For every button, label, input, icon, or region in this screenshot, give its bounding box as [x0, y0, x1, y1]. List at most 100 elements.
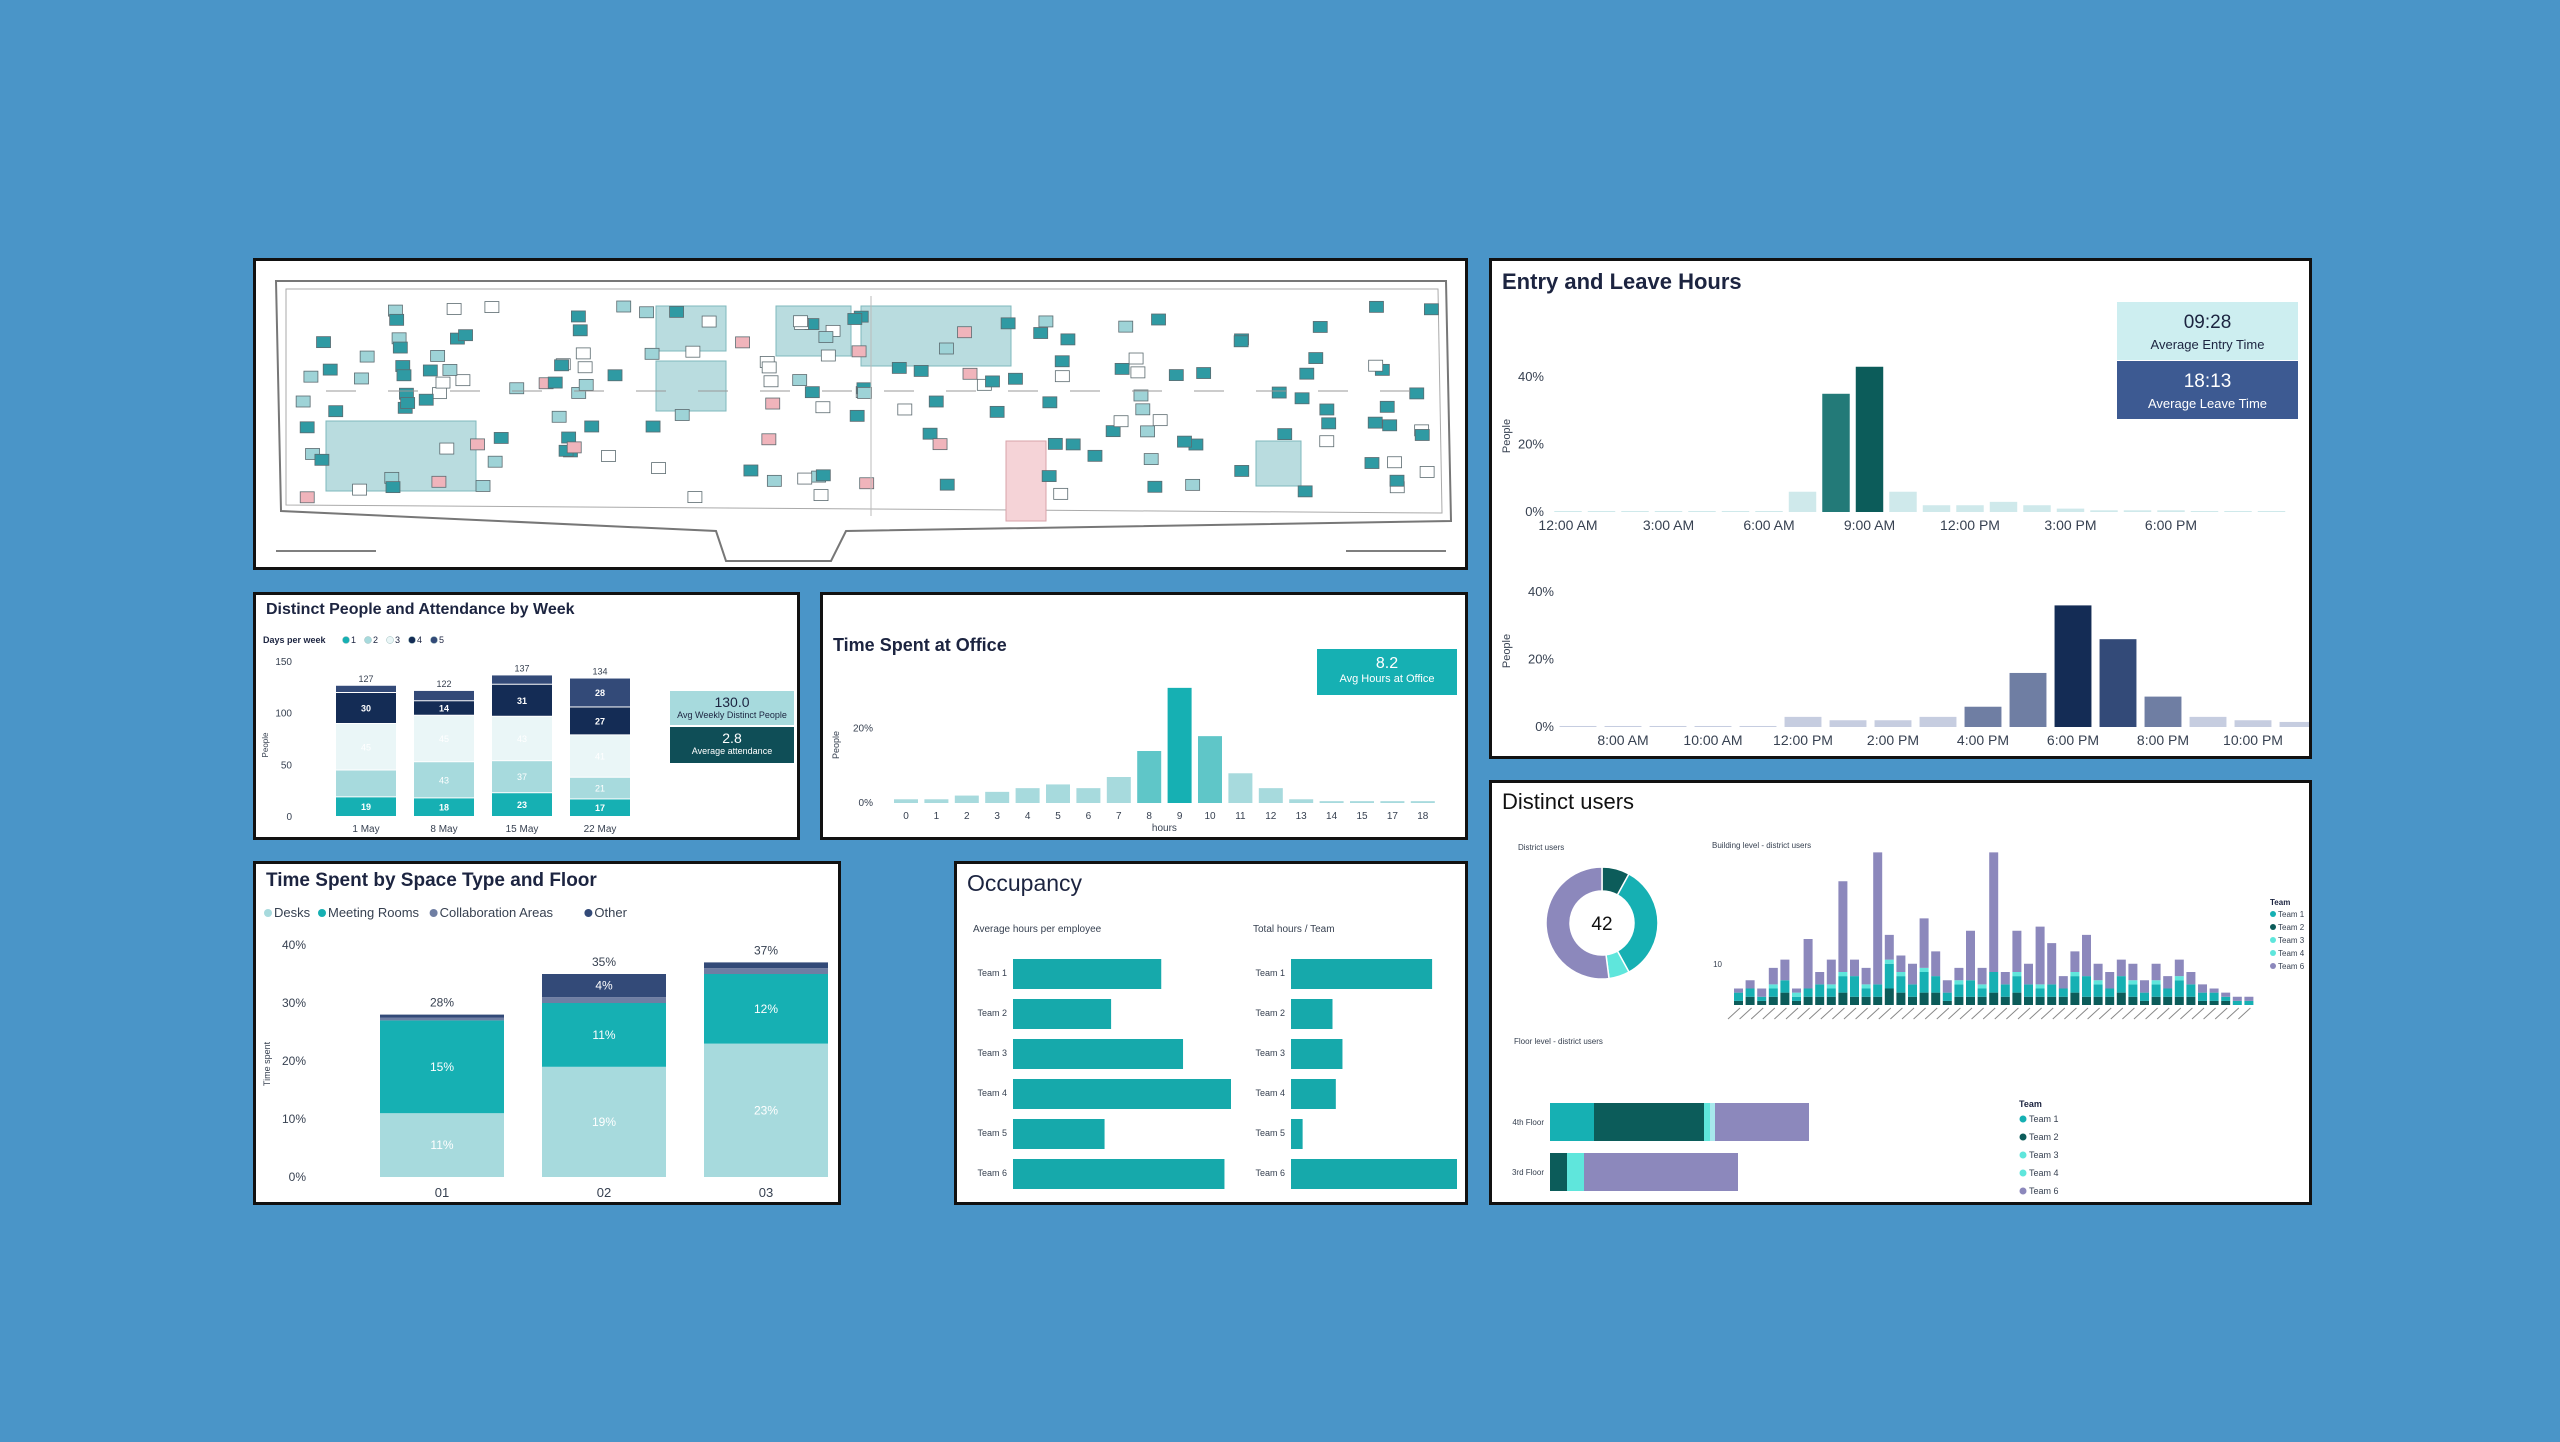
x-tick-label: 2 [964, 811, 970, 822]
floor-plan-map[interactable] [256, 261, 1465, 567]
data-label: 43 [517, 734, 527, 744]
desk [1321, 417, 1337, 430]
bar-segment [1815, 996, 1825, 1005]
x-tick-mark [2122, 1007, 2135, 1020]
x-tick-label: 18 [1417, 811, 1429, 822]
histogram-bar [2189, 716, 2227, 727]
kpi-label: Average Entry Time [2150, 337, 2265, 352]
x-tick-mark [1797, 1007, 1810, 1020]
bar-segment [704, 962, 828, 969]
histogram-bar [894, 799, 918, 803]
x-tick-label: 02 [597, 1185, 611, 1200]
bar-segment [380, 1113, 504, 1177]
x-tick-label: 0 [903, 811, 909, 822]
bar-segment [1884, 988, 1894, 1005]
panel-title: Time Spent by Space Type and Floor [266, 870, 597, 891]
x-tick-mark [2040, 1007, 2054, 1020]
desk [396, 369, 412, 382]
bar-segment [1977, 967, 1987, 985]
bar-segment [2058, 976, 2068, 989]
histogram-bar [1621, 510, 1649, 512]
desk [295, 395, 311, 408]
desk [1118, 320, 1134, 333]
desk [1271, 386, 1287, 399]
x-tick-label: 12:00 PM [1773, 732, 1833, 748]
desk [891, 362, 907, 374]
bar-segment [2000, 972, 2010, 985]
desk [561, 431, 577, 444]
bar-segment [2174, 996, 2184, 1005]
occupancy-bar [1013, 1119, 1105, 1149]
floor-plan-panel [253, 258, 1468, 570]
bar-segment [2232, 996, 2242, 1001]
x-tick-mark [2191, 1007, 2205, 1020]
histogram-bar [1919, 716, 1957, 727]
data-label: 17 [595, 803, 605, 813]
legend-dot [2019, 1187, 2027, 1195]
bar-segment [2035, 996, 2045, 1005]
bar-segment [542, 997, 666, 1003]
bar-segment [2209, 1000, 2219, 1005]
inner-wall [285, 288, 1443, 514]
entry-leave-panel: Entry and Leave Hours 0% 20% 40% People 12:0… [1489, 258, 2312, 759]
bar-segment [2163, 996, 2173, 1005]
bar-segment [1896, 972, 1906, 977]
desk [763, 375, 779, 388]
occupancy-bar [1291, 959, 1433, 989]
y-tick-label: Team 6 [977, 1168, 1007, 1178]
bar-segment [1861, 984, 1871, 989]
legend-label: Team 6 [2278, 962, 2305, 971]
bar-segment [2000, 984, 2010, 997]
x-tick-label: 03 [759, 1185, 773, 1200]
desk [674, 409, 690, 421]
legend-label: Team 4 [2278, 949, 2305, 958]
y-tick-label: Team 4 [1255, 1088, 1285, 1098]
histogram-bar [1228, 773, 1253, 803]
histogram-bar [2157, 510, 2185, 512]
x-tick-mark [1774, 1007, 1787, 1020]
bar-segment [1954, 996, 1964, 1005]
total-label: 28% [430, 996, 454, 1010]
histogram-bar [954, 795, 979, 803]
bar-segment [414, 762, 474, 798]
bar-segment [336, 770, 396, 797]
meeting-room [325, 420, 477, 492]
desk [446, 303, 462, 315]
bar-segment [2082, 934, 2091, 977]
desk [922, 427, 938, 440]
bar-segment [1745, 980, 1755, 989]
legend-label: 2 [373, 635, 378, 645]
y-tick-label: 20% [853, 724, 873, 735]
meeting-room [1255, 440, 1302, 487]
x-tick-mark [1971, 1007, 1984, 1020]
bar-segment [2128, 984, 2138, 997]
bar-segment [2244, 996, 2254, 1001]
histogram-bar [1604, 725, 1642, 727]
legend-title: Days per week [263, 635, 327, 645]
data-label: 11% [592, 1028, 615, 1042]
x-tick-label: 10:00 AM [1683, 732, 1742, 748]
x-tick-mark [2006, 1007, 2019, 1020]
legend-title: Team [2019, 1099, 2042, 1109]
bar-segment [1884, 959, 1894, 964]
legend-dot [2270, 937, 2276, 943]
desk [645, 420, 661, 433]
y-tick-label: 40% [1518, 369, 1544, 384]
bar-segment [1838, 972, 1848, 977]
desk [792, 374, 808, 386]
bar-segment [1815, 972, 1825, 985]
bar-segment [492, 716, 552, 761]
bar-segment [414, 715, 474, 762]
kpi-value: 130.0 [714, 694, 750, 710]
bar-segment [2093, 996, 2103, 1005]
desk [1041, 470, 1057, 482]
bar-segment [414, 690, 474, 701]
bar-segment [1908, 996, 1917, 1005]
histogram-bar [1076, 788, 1101, 803]
bar-segment [2105, 988, 2115, 997]
x-tick-label: 9:00 AM [1844, 517, 1895, 533]
x-tick-mark [1750, 1007, 1764, 1020]
desk [804, 386, 820, 399]
bar-segment [2209, 992, 2219, 1001]
bar-segment [1989, 992, 1999, 1005]
